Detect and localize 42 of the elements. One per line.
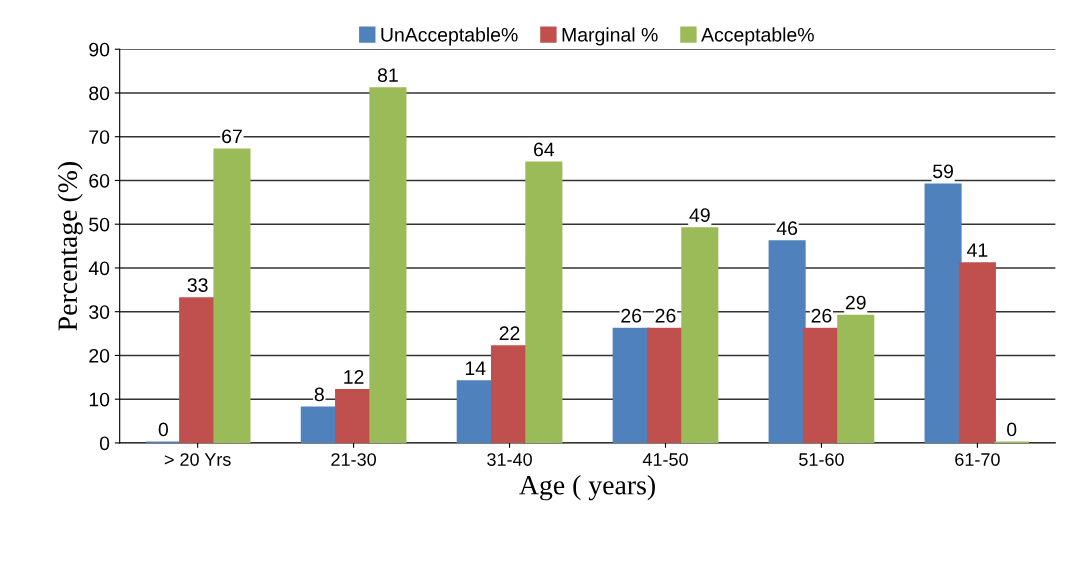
bar	[213, 148, 251, 443]
bar	[768, 240, 806, 443]
legend-label: UnAcceptable%	[381, 27, 518, 46]
data-label: 49	[689, 208, 710, 222]
data-label: 26	[655, 308, 676, 323]
x-tick-label: > 20 Yrs	[164, 453, 231, 466]
y-tick-label: 0	[99, 436, 110, 451]
y-axis-title: Percentage (%)	[57, 162, 83, 331]
data-label: 0	[1007, 422, 1017, 437]
data-label: 26	[811, 308, 832, 323]
y-tick-label: 30	[89, 305, 110, 319]
y-tick-label: 50	[89, 217, 110, 232]
data-label: 46	[776, 221, 798, 236]
x-tick-label: 51-60	[799, 453, 844, 466]
y-tick-label: 90	[89, 42, 110, 57]
data-label: 26	[621, 308, 642, 323]
bar	[300, 406, 338, 443]
data-label: 59	[933, 164, 953, 179]
data-label: 33	[187, 278, 208, 292]
data-label: 14	[465, 361, 486, 375]
x-tick-label: 61-70	[955, 453, 1000, 466]
data-label: 64	[534, 142, 555, 157]
data-label: 0	[158, 422, 168, 437]
legend-label: Marginal %	[562, 27, 658, 46]
data-label: 67	[222, 129, 242, 144]
x-tick-label: 21-30	[331, 453, 376, 466]
data-label: 8	[314, 387, 324, 402]
data-label: 29	[845, 295, 866, 310]
data-label: 12	[344, 370, 364, 384]
y-tick-label: 80	[89, 86, 110, 101]
data-label: 81	[377, 68, 398, 82]
x-tick-label: 41-50	[642, 453, 688, 466]
y-tick-label: 40	[88, 261, 110, 276]
legend-label: Acceptable%	[701, 27, 814, 46]
y-tick-label: 10	[89, 392, 110, 407]
x-axis-title: Age ( years)	[519, 475, 655, 501]
y-tick-label: 60	[89, 173, 110, 188]
y-tick-label: 20	[89, 348, 110, 363]
y-tick-label: 70	[89, 130, 110, 144]
x-tick-label: 31-40	[487, 453, 532, 466]
data-label: 41	[967, 243, 988, 257]
data-label: 22	[499, 326, 520, 340]
